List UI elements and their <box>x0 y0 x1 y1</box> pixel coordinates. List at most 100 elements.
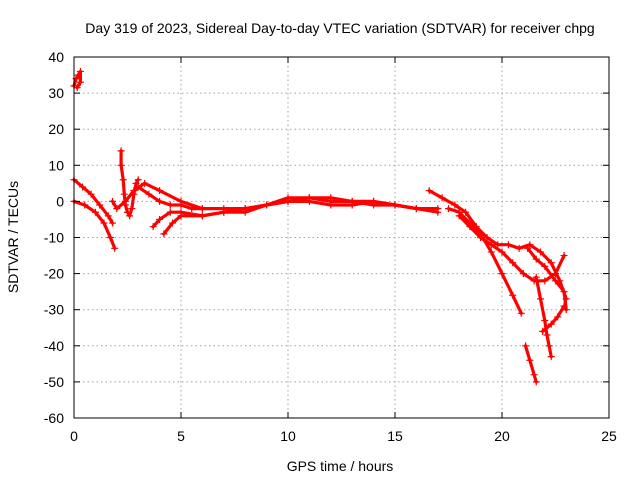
series-line <box>541 304 566 333</box>
data-point <box>552 270 559 278</box>
data-point <box>156 215 164 223</box>
data-point <box>327 201 335 209</box>
data-point <box>156 187 164 195</box>
data-point <box>539 327 547 335</box>
data-point <box>524 244 532 252</box>
series-arc-4 <box>117 147 142 220</box>
data-point <box>526 241 534 249</box>
data-point <box>188 205 196 213</box>
data-point <box>504 241 512 249</box>
series-arc-5 <box>109 179 442 216</box>
series-arc-8 <box>160 194 442 238</box>
data-point <box>532 255 540 263</box>
data-point <box>552 277 559 285</box>
data-point <box>509 291 517 299</box>
data-point <box>117 161 125 169</box>
data-point <box>370 197 378 205</box>
data-point <box>519 270 527 278</box>
series-arc-6 <box>134 183 206 213</box>
data-point <box>541 277 549 285</box>
data-point <box>547 259 555 267</box>
series-arc-15 <box>539 302 568 335</box>
data-point <box>96 201 104 209</box>
series-arc-11 <box>455 212 568 285</box>
data-point <box>76 78 84 86</box>
data-point <box>74 71 82 79</box>
data-point <box>462 208 470 216</box>
y-tick-label: -20 <box>44 266 64 282</box>
data-point <box>434 205 442 213</box>
series-arc-2 <box>70 197 119 252</box>
data-point <box>466 223 474 231</box>
data-point <box>483 234 491 241</box>
data-point <box>509 259 517 267</box>
y-tick-label: -60 <box>44 410 64 426</box>
data-point <box>130 187 138 195</box>
data-point <box>560 288 568 296</box>
data-point <box>87 190 95 198</box>
data-point <box>117 147 125 155</box>
y-tick-label: 20 <box>48 121 64 137</box>
data-point <box>91 208 99 216</box>
y-tick-label: 0 <box>56 193 64 209</box>
data-point <box>530 371 538 379</box>
data-point <box>537 295 545 303</box>
data-point <box>451 201 459 209</box>
y-tick-label: -10 <box>44 230 64 246</box>
data-point <box>537 248 545 256</box>
data-point <box>166 208 174 216</box>
data-point <box>522 342 530 350</box>
data-point <box>109 219 117 227</box>
data-point <box>104 212 112 220</box>
data-point <box>220 208 228 216</box>
data-point <box>81 201 89 209</box>
data-point <box>547 320 555 328</box>
data-point <box>106 234 114 241</box>
data-point <box>391 201 399 209</box>
x-tick-label: 15 <box>387 428 403 444</box>
data-point <box>554 313 562 321</box>
data-point <box>541 262 549 270</box>
y-tick-label: -30 <box>44 302 64 318</box>
data-point <box>160 230 168 238</box>
data-point <box>348 197 356 205</box>
y-tick-label: 30 <box>48 85 64 101</box>
data-point <box>560 302 568 310</box>
series-arc-1 <box>70 176 117 227</box>
data-point <box>177 201 185 209</box>
series-line <box>72 178 115 225</box>
data-point <box>263 201 271 209</box>
data-point <box>149 223 157 231</box>
data-point <box>76 67 84 75</box>
data-point <box>494 241 502 249</box>
data-point <box>541 317 549 325</box>
data-point <box>100 219 108 227</box>
data-point <box>134 176 142 184</box>
data-point <box>560 252 568 260</box>
data-point <box>156 197 164 205</box>
data-point <box>126 212 134 220</box>
data-point <box>134 183 142 191</box>
y-tick-label: 40 <box>48 49 64 65</box>
data-point <box>445 205 452 213</box>
series-arc-14 <box>524 244 570 314</box>
data-point <box>526 356 534 364</box>
data-point <box>241 205 249 213</box>
y-tick-label: -40 <box>44 338 64 354</box>
data-point <box>120 190 128 198</box>
data-point <box>141 179 149 187</box>
data-point <box>79 183 87 191</box>
x-tick-label: 25 <box>601 428 617 444</box>
data-point <box>412 205 420 213</box>
x-tick-label: 5 <box>177 428 185 444</box>
series-arc-9 <box>425 187 570 303</box>
data-point <box>198 205 206 213</box>
data-point <box>438 194 446 202</box>
data-point <box>498 270 506 278</box>
data-point <box>477 234 485 241</box>
data-point <box>305 194 313 202</box>
series-line <box>72 199 117 250</box>
data-point <box>113 205 121 213</box>
data-point <box>121 197 129 205</box>
